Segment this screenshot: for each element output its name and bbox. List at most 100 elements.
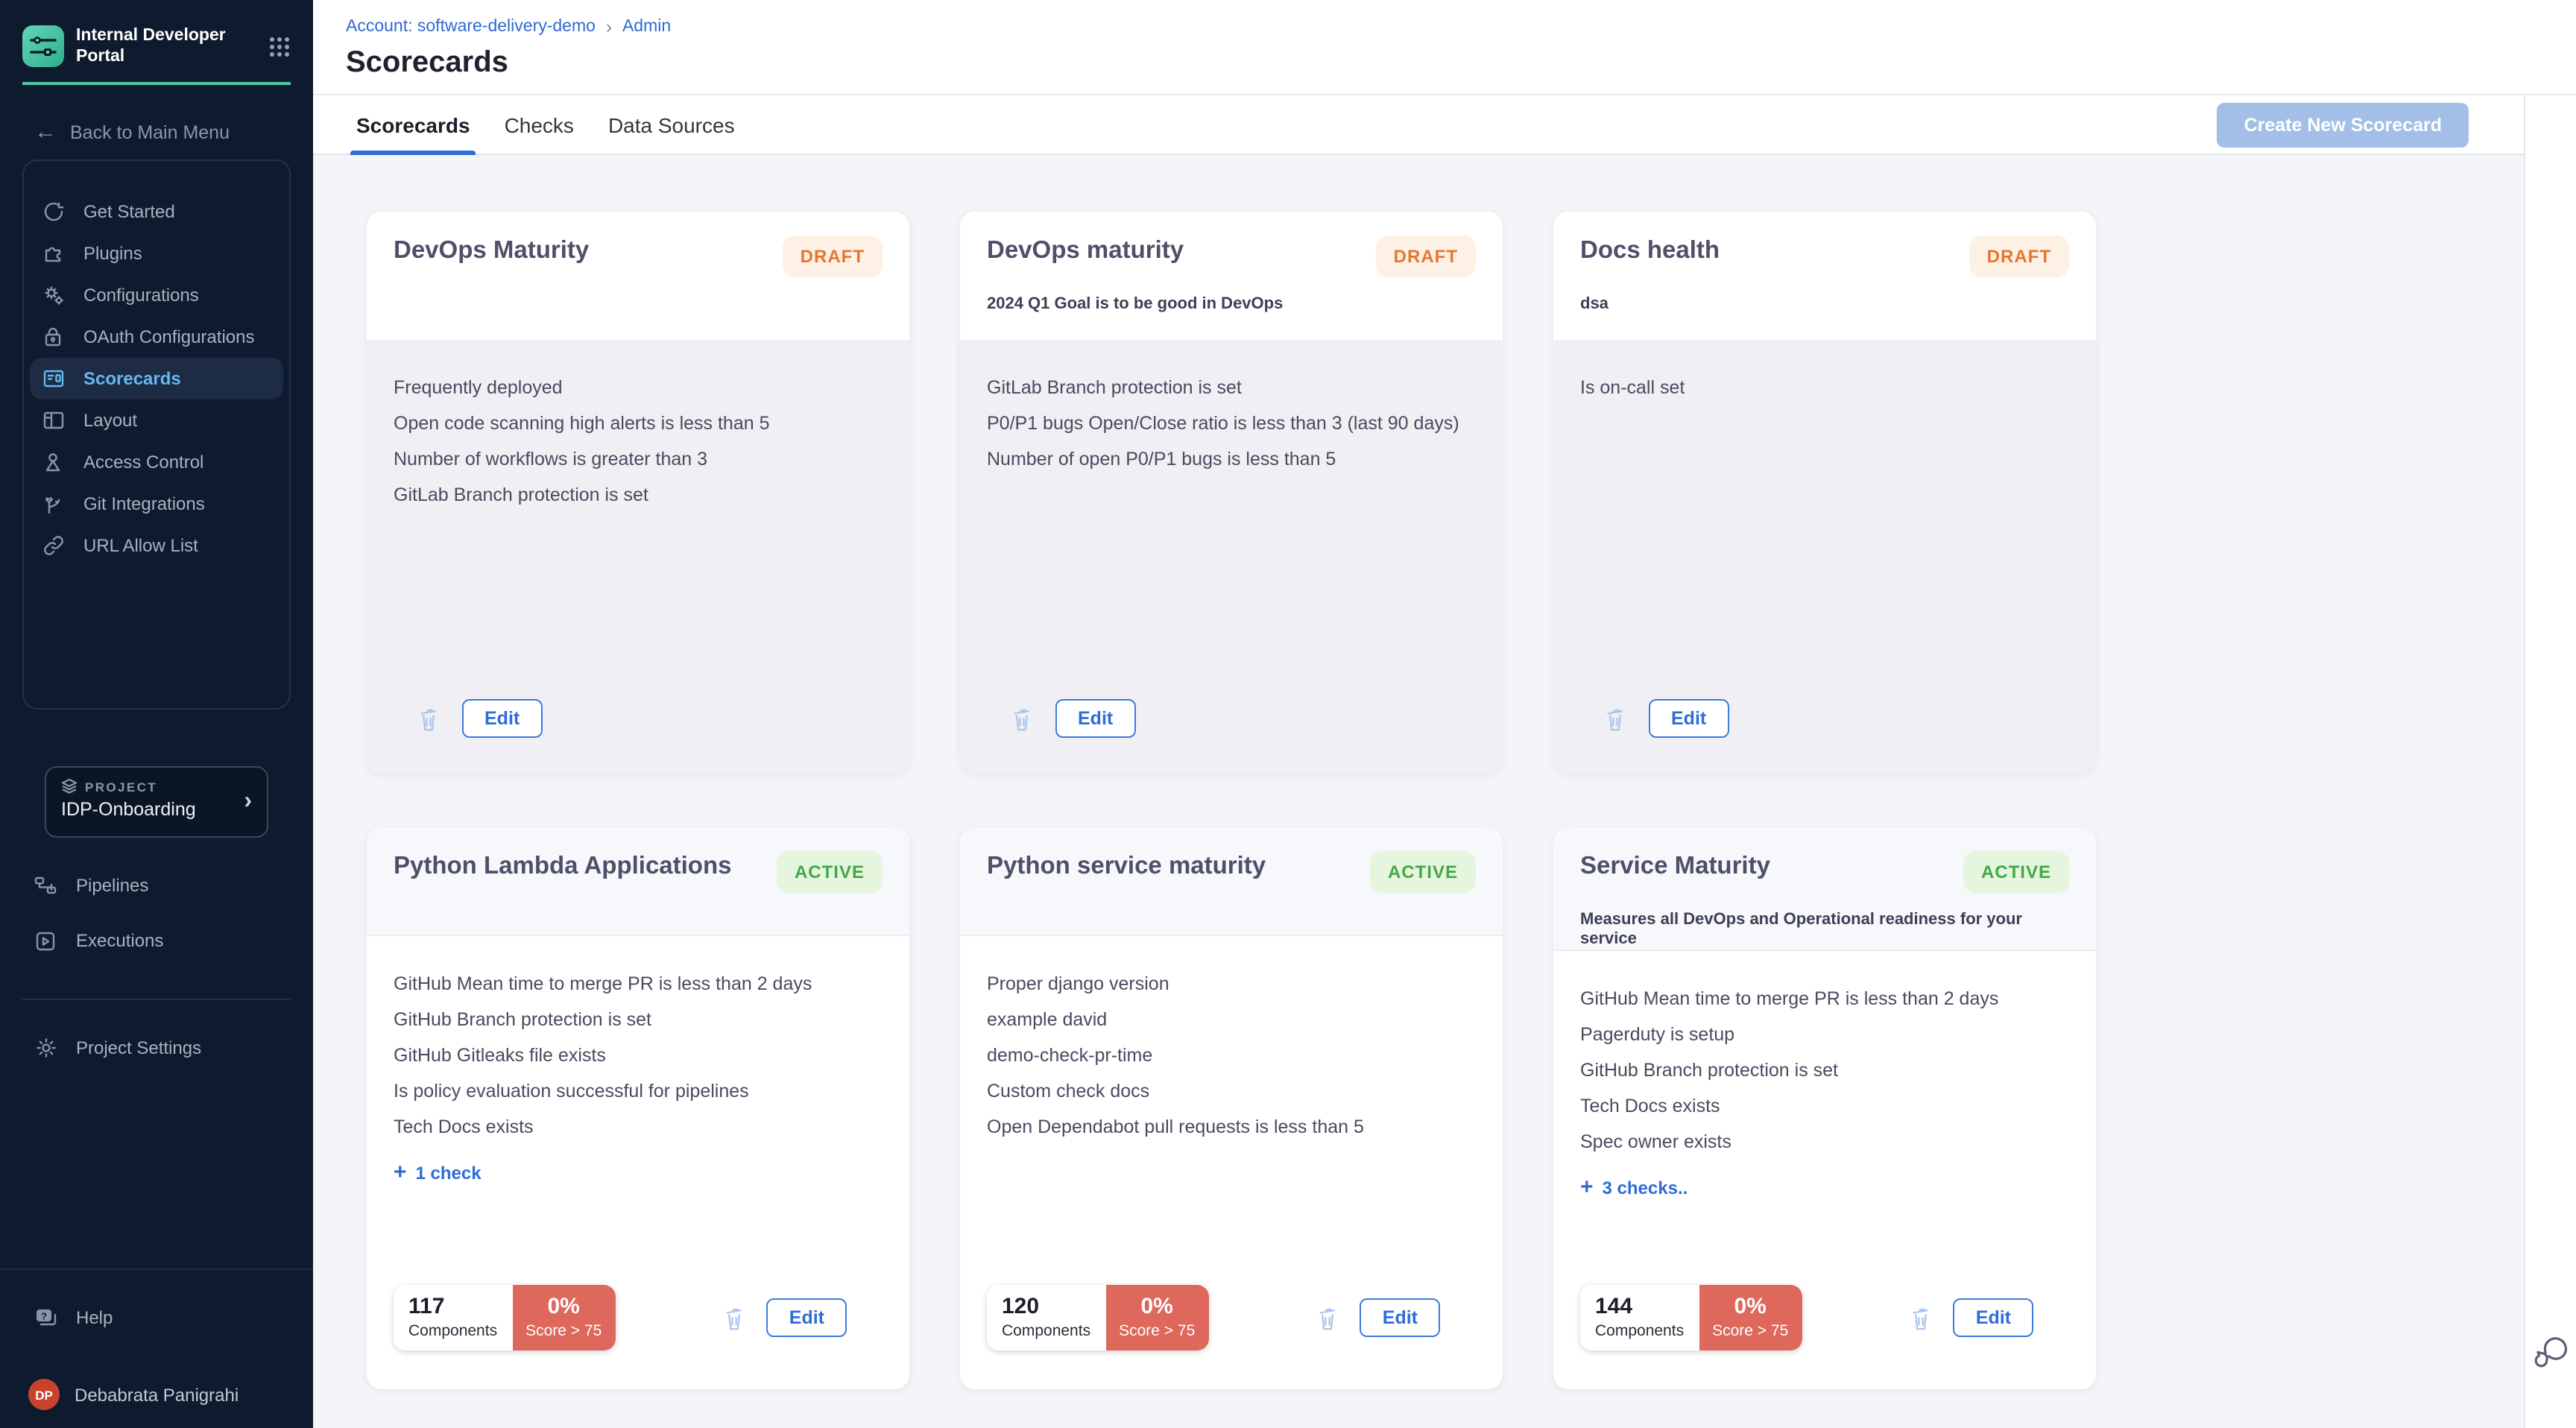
gear-icon (34, 1037, 57, 1059)
back-to-main-menu[interactable]: ← Back to Main Menu (22, 119, 291, 145)
more-checks-link[interactable]: + 3 checks.. (1580, 1175, 2069, 1200)
sidebar-item-access-control[interactable]: Access Control (30, 441, 283, 483)
tab-data-sources[interactable]: Data Sources (607, 113, 735, 136)
sidebar-item-label: Get Started (83, 201, 175, 222)
card-body: GitHub Mean time to merge PR is less tha… (367, 936, 909, 1389)
user-name: Debabrata Panigrahi (75, 1384, 239, 1405)
score-caption: Score > 75 (1119, 1322, 1196, 1340)
check-item: Open code scanning high alerts is less t… (394, 413, 770, 434)
scorecard-title: Python service maturity (987, 853, 1266, 879)
edit-scorecard-button[interactable]: Edit (1649, 699, 1729, 738)
components-label: Components (1595, 1322, 1685, 1340)
sidebar-item-label: Help (76, 1307, 113, 1328)
sidebar-item-oauth-configurations[interactable]: OAuth Configurations (30, 316, 283, 358)
check-item: demo-check-pr-time (987, 1045, 1153, 1066)
scorecard-title: DevOps maturity (987, 237, 1184, 264)
components-label: Components (408, 1322, 498, 1340)
scorecard-title: Docs health (1580, 237, 1720, 264)
status-badge: DRAFT (782, 236, 883, 277)
components-count: 144 (1595, 1294, 1633, 1319)
main-area: Account: software-delivery-demo › Admin … (313, 0, 2576, 1428)
project-selector[interactable]: PROJECT IDP-Onboarding › (45, 766, 268, 838)
chevron-right-icon: › (244, 789, 252, 814)
delete-scorecard-icon[interactable] (1011, 706, 1033, 731)
check-item: Frequently deployed (394, 377, 563, 398)
more-checks-label: 1 check (415, 1162, 482, 1183)
check-item: example david (987, 1009, 1108, 1030)
user-menu[interactable]: DP Debabrata Panigrahi (28, 1379, 285, 1410)
link-icon (42, 534, 64, 557)
sidebar-item-layout[interactable]: Layout (30, 399, 283, 441)
delete-scorecard-icon[interactable] (417, 706, 440, 731)
score-stat: 144 Components 0% Score > 75 (1580, 1285, 1802, 1350)
score-percent: 0% (1734, 1294, 1767, 1319)
sidebar-project-nav: Pipelines Executions (0, 865, 313, 975)
sidebar-item-label: Configurations (83, 285, 199, 306)
edit-scorecard-button[interactable]: Edit (462, 699, 543, 738)
check-item: GitHub Mean time to merge PR is less tha… (1580, 988, 1999, 1009)
components-label: Components (1002, 1322, 1091, 1340)
sidebar-item-git-integrations[interactable]: Git Integrations (30, 483, 283, 525)
project-name: IDP-Onboarding (61, 799, 196, 820)
tab-scorecards[interactable]: Scorecards (350, 95, 477, 154)
play-icon (34, 929, 57, 952)
sidebar-item-project-settings[interactable]: Project Settings (28, 1027, 285, 1069)
delete-scorecard-icon[interactable] (724, 1305, 746, 1330)
status-badge: ACTIVE (1369, 851, 1476, 893)
check-item: GitHub Gitleaks file exists (394, 1045, 606, 1066)
card-body: GitLab Branch protection is set P0/P1 bu… (960, 340, 1503, 774)
edit-scorecard-button[interactable]: Edit (1360, 1298, 1440, 1337)
sidebar-item-scorecards[interactable]: Scorecards (30, 358, 283, 399)
check-item: Tech Docs exists (394, 1116, 534, 1137)
lock-icon (42, 326, 64, 348)
check-item: Number of open P0/P1 bugs is less than 5 (987, 449, 1336, 470)
delete-scorecard-icon[interactable] (1604, 706, 1626, 731)
page-title: Scorecards (346, 46, 508, 79)
card-body: Frequently deployed Open code scanning h… (367, 340, 909, 774)
check-item: Tech Docs exists (1580, 1096, 1720, 1116)
project-label: PROJECT (85, 779, 158, 794)
sidebar-item-plugins[interactable]: Plugins (30, 233, 283, 274)
git-branch-icon (42, 493, 64, 515)
delete-scorecard-icon[interactable] (1910, 1305, 1933, 1330)
support-chat-icon[interactable] (2533, 1336, 2569, 1377)
sidebar-item-url-allow-list[interactable]: URL Allow List (30, 525, 283, 566)
create-new-scorecard-button[interactable]: Create New Scorecard (2217, 103, 2469, 148)
sidebar-item-configurations[interactable]: Configurations (30, 274, 283, 316)
card-header: Python Lambda Applications ACTIVE (367, 827, 909, 936)
scorecard-description: 2024 Q1 Goal is to be good in DevOps (987, 295, 1284, 313)
tab-checks[interactable]: Checks (504, 113, 574, 136)
more-checks-link[interactable]: + 1 check (394, 1160, 883, 1185)
scorecard-title: Service Maturity (1580, 853, 1770, 879)
svg-text:?: ? (41, 1311, 47, 1322)
edit-scorecard-button[interactable]: Edit (1055, 699, 1136, 738)
module-grid-icon[interactable] (268, 36, 291, 66)
sidebar-nav: Get Started Plugins Configurations OAuth… (22, 159, 291, 710)
sidebar-item-label: Git Integrations (83, 493, 205, 514)
plus-icon: + (394, 1160, 407, 1185)
scorecards-grid: DevOps Maturity DRAFT Frequently deploye… (313, 155, 2524, 1428)
breadcrumb: Account: software-delivery-demo › Admin (346, 16, 2576, 37)
sidebar-item-label: Plugins (83, 243, 142, 264)
scorecard-description: Measures all DevOps and Operational read… (1580, 911, 2022, 948)
sidebar-item-pipelines[interactable]: Pipelines (28, 865, 285, 906)
sidebar-item-executions[interactable]: Executions (28, 920, 285, 961)
back-label: Back to Main Menu (70, 121, 230, 142)
check-item: Spec owner exists (1580, 1131, 1731, 1152)
edit-scorecard-button[interactable]: Edit (1953, 1298, 2033, 1337)
card-body: Is on-call set Edit (1553, 340, 2096, 774)
delete-scorecard-icon[interactable] (1317, 1305, 1339, 1330)
sidebar-item-get-started[interactable]: Get Started (30, 191, 283, 233)
status-badge: DRAFT (1375, 236, 1476, 277)
right-rail (2524, 95, 2576, 1428)
status-badge: ACTIVE (776, 851, 883, 893)
app-title: Internal Developer Portal (76, 27, 226, 66)
breadcrumb-admin-link[interactable]: Admin (622, 18, 672, 36)
sidebar-item-label: Pipelines (76, 875, 149, 896)
breadcrumb-account-link[interactable]: Account: software-delivery-demo (346, 18, 596, 36)
edit-scorecard-button[interactable]: Edit (766, 1298, 847, 1337)
plugins-icon (42, 242, 64, 265)
sidebar-item-help[interactable]: ? Help (28, 1297, 285, 1339)
more-checks-label: 3 checks.. (1602, 1177, 1688, 1198)
